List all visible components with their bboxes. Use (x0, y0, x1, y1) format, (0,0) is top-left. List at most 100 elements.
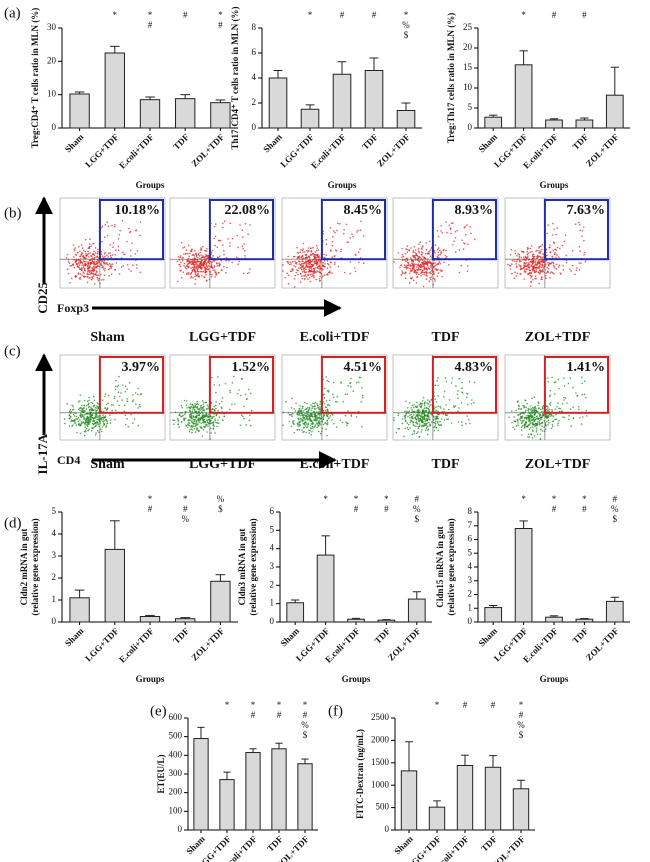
event-dot (419, 241, 422, 243)
event-dot (331, 244, 334, 247)
event-dot (317, 430, 320, 433)
event-dot (221, 397, 224, 399)
event-dot (300, 414, 302, 417)
event-dot (406, 259, 409, 262)
event-dot (91, 259, 93, 262)
event-dot (300, 409, 302, 412)
event-dot (218, 271, 220, 274)
event-dot (303, 419, 305, 422)
event-dot (586, 415, 588, 417)
event-dot (425, 242, 428, 244)
event-dot (311, 265, 314, 267)
event-dot (317, 424, 320, 426)
event-dot (532, 267, 535, 270)
event-dot (79, 415, 82, 418)
event-dot (202, 420, 205, 423)
event-dot (90, 278, 93, 281)
event-dot (104, 415, 107, 417)
gate (320, 199, 386, 261)
event-dot (324, 422, 327, 424)
event-dot (95, 415, 97, 418)
event-dot (456, 393, 459, 396)
event-dot (323, 393, 326, 396)
event-dot (102, 416, 104, 419)
event-dot (539, 252, 542, 254)
event-dot (214, 432, 216, 434)
x-tick-label: TDF (171, 131, 191, 151)
event-dot (202, 409, 205, 411)
event-dot (514, 250, 516, 252)
event-dot (418, 420, 420, 423)
event-dot (583, 380, 586, 383)
event-dot (528, 417, 531, 419)
event-dot (238, 389, 240, 391)
event-dot (177, 423, 180, 426)
event-dot (423, 422, 426, 425)
event-dot (536, 249, 538, 252)
event-dot (360, 220, 362, 223)
event-dot (551, 234, 554, 236)
event-dot (101, 260, 103, 263)
event-dot (228, 408, 231, 411)
event-dot (216, 425, 218, 428)
event-dot (201, 264, 203, 267)
event-dot (547, 419, 550, 422)
gate (543, 356, 610, 414)
bar (271, 748, 287, 831)
event-dot (214, 419, 216, 422)
event-dot (223, 249, 225, 252)
event-dot (581, 229, 584, 232)
event-dot (469, 422, 471, 425)
event-dot (530, 405, 532, 407)
event-dot (439, 249, 441, 252)
event-dot (104, 255, 106, 258)
x-axis-label: Groups (136, 180, 165, 190)
event-dot (74, 419, 76, 421)
event-dot (441, 269, 444, 272)
event-dot (328, 391, 330, 393)
event-dot (421, 425, 423, 428)
gate (431, 199, 497, 261)
event-dot (535, 266, 538, 269)
event-dot (430, 270, 432, 273)
event-dot (192, 418, 194, 420)
event-dot (192, 405, 194, 407)
event-dot (515, 275, 518, 277)
event-dot (538, 422, 541, 425)
event-dot (542, 413, 545, 416)
event-dot (413, 404, 415, 406)
event-dot (194, 431, 197, 433)
event-dot (532, 261, 535, 263)
event-dot (92, 275, 95, 278)
y-tick-label: 0 (270, 616, 275, 626)
event-dot (553, 242, 556, 244)
event-dot (460, 402, 463, 404)
event-dot (437, 254, 440, 256)
y-tick-label: 6 (270, 506, 275, 516)
event-dot (449, 228, 452, 231)
event-dot (325, 238, 328, 241)
event-dot (576, 267, 578, 269)
event-dot (405, 413, 408, 415)
event-dot (549, 277, 551, 279)
y-axis-label: Treg:Th17 cells ratio in MLN (%) (446, 13, 456, 143)
event-dot (517, 419, 519, 422)
event-dot (91, 262, 93, 265)
event-dot (313, 268, 316, 270)
event-dot (86, 281, 89, 284)
event-dot (93, 262, 95, 265)
event-dot (121, 399, 123, 401)
event-dot (306, 426, 308, 429)
y-tick-label: 10 (463, 82, 473, 92)
event-dot (414, 416, 416, 419)
event-dot (419, 268, 422, 271)
event-dot (213, 225, 216, 228)
event-dot (190, 249, 192, 252)
event-dot (109, 414, 111, 417)
event-dot (437, 235, 440, 238)
event-dot (539, 255, 542, 258)
event-dot (213, 415, 215, 418)
event-dot (419, 405, 422, 408)
event-dot (68, 425, 71, 427)
event-dot (193, 408, 196, 411)
